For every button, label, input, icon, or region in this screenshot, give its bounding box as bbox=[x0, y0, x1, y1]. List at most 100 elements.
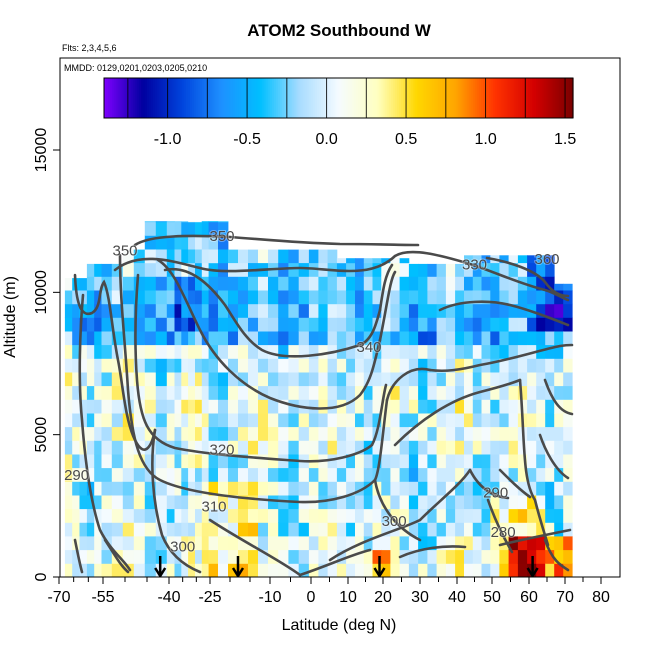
heatmap-cell bbox=[327, 454, 338, 469]
heatmap-cell bbox=[427, 372, 438, 387]
heatmap-cell bbox=[298, 536, 310, 551]
colorbar-swatch bbox=[127, 78, 130, 118]
heatmap-cell bbox=[327, 481, 338, 496]
heatmap-cell bbox=[464, 262, 474, 277]
heatmap-cell bbox=[228, 317, 239, 332]
colorbar-swatch bbox=[453, 78, 457, 118]
heatmap-cell bbox=[258, 440, 269, 455]
heatmap-cell bbox=[336, 454, 347, 469]
heatmap-cell bbox=[278, 522, 289, 537]
heatmap-cell bbox=[472, 317, 482, 332]
flights-label: Flts: 2,3,4,5,6 bbox=[62, 43, 117, 53]
heatmap-cell bbox=[218, 331, 229, 346]
heatmap-cell bbox=[111, 290, 124, 305]
heatmap-cell bbox=[563, 331, 573, 346]
heatmap-cell bbox=[390, 358, 401, 373]
colorbar-swatch bbox=[270, 78, 273, 118]
heatmap-cell bbox=[517, 385, 528, 400]
heatmap-cell bbox=[536, 385, 546, 400]
heatmap-cell bbox=[72, 467, 80, 482]
heatmap-cell bbox=[499, 290, 510, 305]
heatmap-cell bbox=[481, 454, 491, 469]
heatmap-cell bbox=[133, 563, 146, 577]
heatmap-cell bbox=[94, 358, 102, 373]
colorbar-swatch bbox=[514, 78, 517, 118]
heatmap-cell bbox=[481, 399, 491, 414]
colorbar-swatch bbox=[164, 78, 168, 118]
heatmap-cell bbox=[399, 495, 410, 510]
colorbar-swatch bbox=[430, 78, 433, 118]
heatmap-cell bbox=[166, 372, 175, 387]
colorbar-swatch bbox=[150, 78, 154, 118]
heatmap-cell bbox=[427, 263, 438, 277]
heatmap-cell bbox=[472, 290, 482, 305]
colorbar-swatch bbox=[387, 78, 390, 118]
heatmap-cell bbox=[481, 440, 491, 455]
heatmap-cell bbox=[445, 536, 456, 551]
heatmap-cell bbox=[390, 495, 401, 510]
heatmap-cell bbox=[327, 249, 338, 264]
heatmap-cell bbox=[472, 467, 482, 482]
heatmap-cell bbox=[188, 221, 196, 223]
heatmap-cell bbox=[268, 303, 279, 318]
heatmap-cell bbox=[355, 303, 365, 318]
colorbar-swatch bbox=[141, 78, 144, 118]
heatmap-cell bbox=[517, 317, 528, 332]
heatmap-cell bbox=[327, 303, 338, 318]
heatmap-cell bbox=[455, 276, 465, 291]
heatmap-cell bbox=[228, 262, 239, 277]
heatmap-cell bbox=[464, 331, 474, 346]
heatmap-cell bbox=[208, 303, 219, 318]
colorbar-swatch bbox=[162, 78, 166, 118]
heatmap-cell bbox=[427, 481, 438, 496]
heatmap-cell bbox=[372, 495, 382, 510]
heatmap-cell bbox=[545, 549, 555, 564]
heatmap-cell bbox=[195, 372, 203, 387]
heatmap-cell bbox=[390, 399, 401, 414]
colorbar-swatch bbox=[356, 78, 359, 118]
heatmap-cell bbox=[201, 372, 209, 387]
colorbar-swatch bbox=[246, 78, 250, 118]
colorbar-swatch bbox=[272, 78, 275, 118]
heatmap-cell bbox=[563, 283, 573, 291]
heatmap-cell bbox=[278, 372, 289, 387]
heatmap-cell bbox=[418, 399, 428, 414]
y-tick-label: 10000 bbox=[33, 270, 50, 315]
heatmap-cell bbox=[363, 413, 373, 428]
colorbar-swatch bbox=[500, 78, 504, 118]
heatmap-cell bbox=[228, 344, 239, 359]
heatmap-cell bbox=[308, 481, 319, 496]
heatmap-cell bbox=[195, 358, 203, 373]
heatmap-cell bbox=[472, 255, 482, 264]
heatmap-cell bbox=[554, 467, 564, 482]
heatmap-cell bbox=[166, 303, 175, 318]
colorbar-swatch bbox=[143, 78, 146, 118]
heatmap-cell bbox=[327, 276, 338, 291]
heatmap-cell bbox=[372, 317, 382, 332]
heatmap-cell bbox=[545, 467, 555, 482]
heatmap-cell bbox=[64, 331, 73, 346]
colorbar-swatch bbox=[295, 78, 299, 118]
colorbar-swatch bbox=[275, 78, 279, 118]
heatmap-cell bbox=[381, 481, 391, 496]
colorbar-swatch bbox=[240, 78, 244, 118]
colorbar-swatch bbox=[225, 78, 228, 118]
heatmap-cell bbox=[355, 413, 365, 428]
heatmap-cell bbox=[64, 495, 73, 510]
colorbar-swatch bbox=[512, 78, 515, 118]
colorbar-swatch bbox=[215, 78, 218, 118]
heatmap-cell bbox=[72, 495, 80, 510]
heatmap-cell bbox=[144, 549, 157, 564]
heatmap-cell bbox=[166, 481, 175, 496]
heatmap-cell bbox=[308, 331, 319, 346]
heatmap-cell bbox=[248, 385, 259, 400]
theta-contour-line bbox=[543, 378, 574, 416]
heatmap-cell bbox=[527, 522, 537, 537]
heatmap-cell bbox=[174, 358, 182, 373]
heatmap-cell bbox=[195, 303, 203, 318]
heatmap-cell bbox=[445, 399, 456, 414]
colorbar-swatch bbox=[365, 78, 369, 118]
heatmap-cell bbox=[455, 508, 465, 523]
heatmap-cell bbox=[122, 317, 135, 332]
